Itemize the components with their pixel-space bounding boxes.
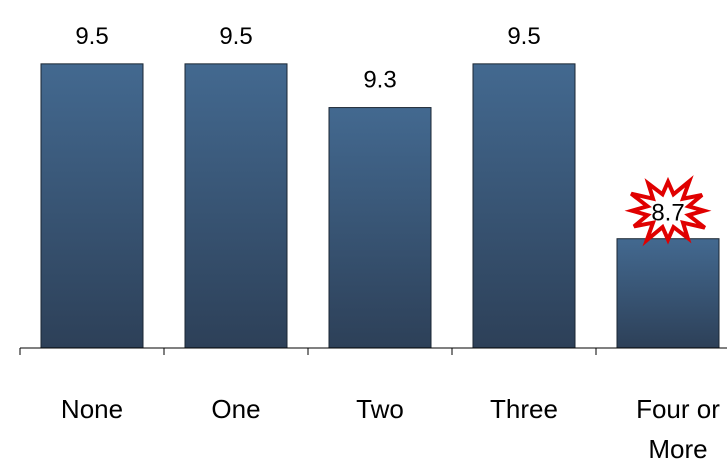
category-labels: None One Two Three Four or More: [61, 394, 720, 464]
x-tick-label: Four or: [636, 394, 720, 424]
x-tick-label: Two: [356, 394, 404, 424]
bar-none: [40, 63, 144, 349]
starburst-icon: [624, 175, 712, 247]
data-label: 9.3: [363, 67, 396, 94]
x-tick-label: Three: [490, 394, 558, 424]
bar-three: [472, 63, 576, 349]
bar-two: [328, 107, 432, 349]
bar-one: [184, 63, 288, 349]
x-tick-label: One: [211, 394, 260, 424]
x-tick-label: None: [61, 394, 123, 424]
value-labels: 9.5 9.5 9.3 9.5 8.7: [75, 23, 712, 247]
bars-layer: [40, 63, 720, 349]
bar-four-or-more: [616, 238, 720, 349]
x-axis: [19, 347, 727, 355]
data-label: 9.5: [507, 23, 540, 50]
data-label: 9.5: [219, 23, 252, 50]
data-label: 8.7: [651, 200, 684, 227]
x-tick-label: More: [648, 434, 707, 464]
data-label: 9.5: [75, 23, 108, 50]
